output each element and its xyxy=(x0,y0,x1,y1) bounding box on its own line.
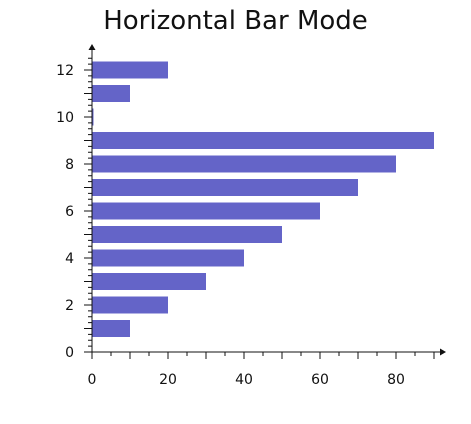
x-tick-label: 0 xyxy=(88,372,97,388)
axes-layer: 0 20 40 60 80 0 2 4 6 8 10 12 xyxy=(56,44,446,388)
x-tick-label: 40 xyxy=(235,372,253,388)
bar-9 xyxy=(92,132,434,149)
bar-7 xyxy=(92,179,358,196)
y-tick-label: 0 xyxy=(65,345,74,361)
y-axis-arrow xyxy=(88,44,96,50)
bar-5 xyxy=(92,226,282,243)
x-tick-label: 80 xyxy=(387,372,405,388)
y-tick-label: 8 xyxy=(65,157,74,173)
chart-title: Horizontal Bar Mode xyxy=(103,6,368,36)
bar-3 xyxy=(92,273,206,290)
bar-1 xyxy=(92,320,130,337)
x-axis-arrow xyxy=(440,348,446,356)
y-tick-label: 12 xyxy=(56,63,74,79)
bar-10 xyxy=(92,108,94,126)
y-tick-label: 6 xyxy=(65,204,74,220)
x-tick-label: 20 xyxy=(159,372,177,388)
x-tick-label: 60 xyxy=(311,372,329,388)
y-tick-label: 10 xyxy=(56,110,74,126)
bars-layer xyxy=(92,61,434,337)
bar-2 xyxy=(92,296,168,314)
bar-4 xyxy=(92,249,244,267)
bar-8 xyxy=(92,155,396,173)
bar-12 xyxy=(92,61,168,79)
bar-11 xyxy=(92,85,130,102)
y-tick-label: 2 xyxy=(65,298,74,314)
y-tick-label: 4 xyxy=(65,251,74,267)
bar-6 xyxy=(92,202,320,220)
